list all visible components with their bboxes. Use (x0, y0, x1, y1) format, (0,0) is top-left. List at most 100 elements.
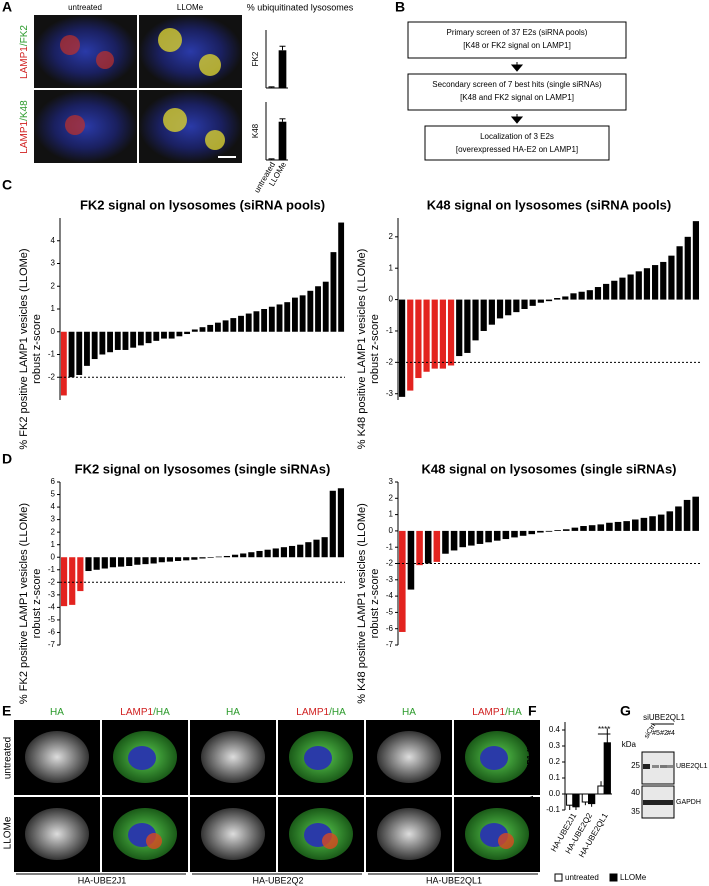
bar (588, 525, 596, 531)
arrow (510, 114, 524, 124)
y-tick-label: 3 (389, 477, 394, 486)
y-tick-label: 0.1 (549, 773, 561, 782)
y-axis-label: HA on LAMP1 (P.C.C.) (526, 724, 535, 807)
y-tick-label: 1 (51, 304, 56, 313)
bar (69, 557, 76, 605)
y-axis-label: FK2 (251, 51, 260, 66)
bar (84, 331, 90, 366)
y-tick-label: 0.3 (549, 741, 561, 750)
bar (627, 274, 634, 300)
y-tick-label: 4 (51, 236, 56, 245)
y-tick-label: 1 (389, 263, 394, 272)
y-tick-label: 2 (51, 281, 56, 290)
y-tick-label: -6 (48, 628, 56, 637)
bar (253, 311, 260, 332)
bar (126, 557, 133, 567)
bar (101, 557, 108, 569)
micrograph (34, 90, 137, 163)
bar (619, 277, 626, 300)
bar (502, 530, 510, 540)
y-axis-label: % K48 positive LAMP1 vesicles (LLOMe) (356, 503, 368, 704)
bar (468, 530, 475, 546)
bar (459, 530, 466, 548)
y-tick-label: -6 (386, 624, 394, 633)
bar (107, 331, 113, 353)
micrograph (139, 15, 242, 88)
bar (199, 327, 206, 332)
label-part: LAMP1 (19, 120, 30, 153)
bar (191, 329, 198, 332)
bar (280, 547, 288, 558)
band-label: GAPDH (676, 799, 701, 806)
y-tick-label: 0.4 (549, 725, 561, 734)
bar (464, 299, 471, 353)
y-tick-label: -2 (386, 559, 394, 568)
arrow (510, 62, 524, 72)
unit-label: kDa (622, 740, 637, 749)
bar (214, 322, 221, 332)
y-tick-label: -7 (48, 640, 56, 649)
bar (174, 557, 182, 561)
bar (666, 511, 674, 531)
legend-swatch (609, 873, 618, 882)
bar (191, 557, 198, 560)
marker-label: 25 (631, 761, 640, 770)
bar (176, 331, 183, 337)
bar (168, 331, 175, 339)
chart-title: FK2 signal on lysosomes (siRNA pools) (80, 197, 325, 212)
bar (640, 517, 648, 531)
band (667, 765, 673, 768)
panel-letter: F (528, 703, 537, 719)
nucleus (304, 746, 332, 770)
bar (611, 280, 618, 300)
bar (338, 222, 345, 332)
bar (578, 291, 585, 300)
bar (472, 299, 479, 341)
y-tick-label: 3 (51, 515, 56, 524)
bar (614, 521, 622, 531)
bar (276, 304, 283, 332)
bar (496, 299, 504, 319)
bar (222, 320, 229, 332)
column-label: LAMP1/HA (296, 707, 346, 718)
signal (96, 51, 114, 69)
bar (554, 530, 561, 531)
box-text: [K48 or FK2 signal on LAMP1] (463, 41, 571, 50)
label-part: LAMP1 (296, 707, 329, 718)
y-tick-label: -3 (48, 590, 56, 599)
bar (450, 530, 458, 551)
bar (256, 550, 263, 558)
band (652, 765, 659, 768)
bar (68, 331, 75, 378)
bar (580, 526, 587, 531)
panel-letter: D (2, 451, 12, 467)
y-axis-label: robust z-score (369, 314, 381, 384)
bar (337, 488, 345, 558)
y-tick-label: 3 (51, 259, 56, 268)
bar (184, 331, 191, 335)
box-text: Primary screen of 37 E2s (siRNA pools) (447, 28, 588, 37)
chart-title: FK2 signal on lysosomes (single siRNAs) (75, 461, 331, 476)
bar (284, 302, 291, 332)
bar (439, 299, 446, 369)
y-axis-label: robust z-score (31, 314, 43, 384)
bar (415, 299, 422, 379)
bar (597, 785, 605, 795)
bar (668, 255, 675, 300)
bar (238, 315, 244, 332)
bar (130, 331, 137, 348)
panel-letter: A (2, 0, 12, 15)
western-blot: kDa 25 40 35 siUBE2QL1 siCtrl #5 #2 #4 U… (622, 713, 708, 819)
chart-title: K48 signal on lysosomes (single siRNAs) (421, 461, 676, 476)
bar (571, 527, 579, 531)
bar (513, 299, 520, 313)
bar (158, 557, 165, 563)
bar (594, 287, 602, 300)
label-part: HA (50, 707, 64, 718)
bar (398, 299, 406, 397)
bar (562, 529, 570, 531)
bar (635, 271, 642, 300)
bar (649, 516, 656, 531)
bar (91, 331, 98, 360)
y-tick-label: -1 (48, 350, 56, 359)
